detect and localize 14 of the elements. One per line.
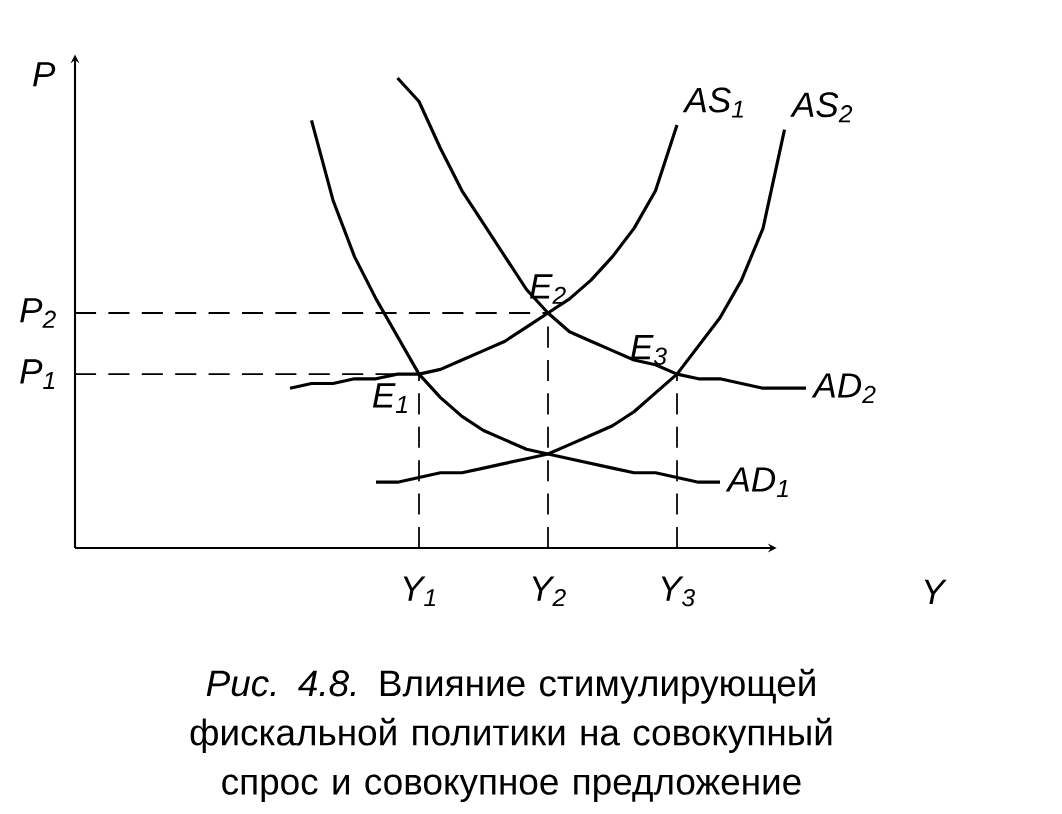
text: Рис. 4.8. Влияние стимулирующей фискальной политики на совокупный спрос и совокупное предложение [190,668,832,803]
annotation: E$_{3}$ [630,335,667,366]
series-label: P$_{2}$ [20,298,56,328]
y-axis-title: P [33,62,56,87]
series-label: P$_{1}$ [20,359,55,390]
x-tick-label: Y$_{3}$ [661,576,695,607]
x-axis-title: Y [924,579,947,605]
series-label: AD$_{2}$ [811,373,876,404]
x-tick-label: Y$_{1}$ [403,576,436,607]
series-label: AD$_{1}$ [725,467,788,498]
annotation: E$_{1}$ [372,383,407,413]
x-tick-label: Y$_{2}$ [532,576,566,607]
series-label: AS$_{2}$ [790,92,853,123]
series-label: AS$_{1}$ [682,87,743,118]
